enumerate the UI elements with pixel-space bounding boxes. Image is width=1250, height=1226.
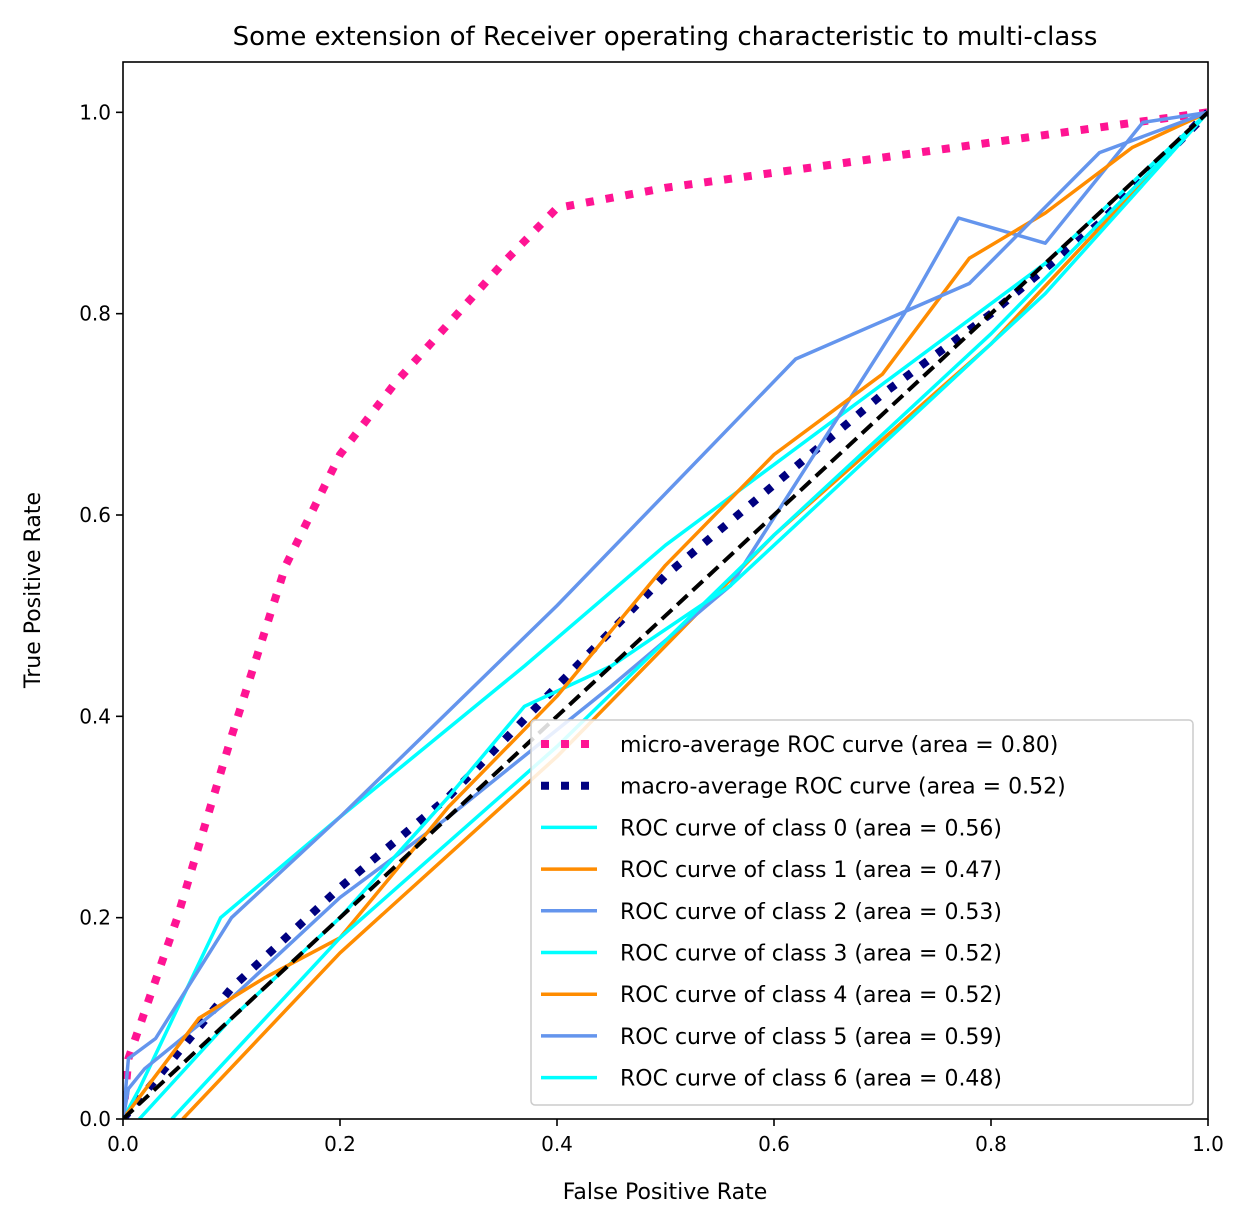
series-line-4 — [123, 110, 1208, 1119]
legend-entry-7: ROC curve of class 5 (area = 0.59) — [620, 1025, 1002, 1050]
series-line-2 — [123, 111, 1208, 1119]
legend-entry-8: ROC curve of class 6 (area = 0.48) — [620, 1067, 1002, 1092]
y-tick-label: 0.4 — [79, 704, 111, 728]
series-line-8 — [170, 111, 1208, 1119]
y-tick-label: 0.0 — [79, 1107, 111, 1131]
x-axis-label: False Positive Rate — [563, 1180, 767, 1205]
series-line-7 — [123, 110, 1208, 1119]
x-tick-label: 0.8 — [975, 1132, 1007, 1156]
series-line-0 — [123, 108, 1208, 1119]
x-tick-label: 0.2 — [324, 1132, 356, 1156]
legend-entry-2: ROC curve of class 0 (area = 0.56) — [620, 816, 1002, 841]
series-line-3 — [181, 111, 1208, 1119]
legend-entry-6: ROC curve of class 4 (area = 0.52) — [620, 983, 1002, 1008]
y-tick-label: 0.6 — [79, 503, 111, 527]
series-line-6 — [123, 110, 1208, 1119]
plot-frame — [122, 61, 1209, 1120]
y-tick-label: 1.0 — [79, 100, 111, 124]
chart-title: Some extension of Receiver operating cha… — [233, 22, 1098, 52]
y-tick-label: 0.8 — [79, 302, 111, 326]
x-tick-label: 0.6 — [758, 1132, 790, 1156]
axis-ticks: 0.0 0.2 0.4 0.6 0.8 1.0 0.0 0.2 0.4 0.6 0.8 1.0 — [79, 100, 1224, 1156]
legend-entry-1: macro-average ROC curve (area = 0.52) — [620, 775, 1066, 800]
legend-entry-3: ROC curve of class 1 (area = 0.47) — [620, 858, 1002, 883]
chance-diagonal — [123, 110, 1208, 1119]
legend-entry-5: ROC curve of class 3 (area = 0.52) — [620, 942, 1002, 967]
plot-area — [123, 108, 1208, 1119]
y-axis-label: True Positive Rate — [21, 492, 46, 689]
y-tick-label: 0.2 — [79, 906, 111, 930]
x-tick-label: 0.0 — [107, 1132, 139, 1156]
legend-frame — [530, 719, 1194, 1106]
x-tick-label: 0.4 — [541, 1132, 573, 1156]
legend-entry-4: ROC curve of class 2 (area = 0.53) — [620, 900, 1002, 925]
x-tick-label: 1.0 — [1192, 1132, 1224, 1156]
legend-entry-0: micro-average ROC curve (area = 0.80) — [620, 733, 1058, 758]
legend: micro-average ROC curve (area = 0.80) mac… — [530, 719, 1194, 1106]
